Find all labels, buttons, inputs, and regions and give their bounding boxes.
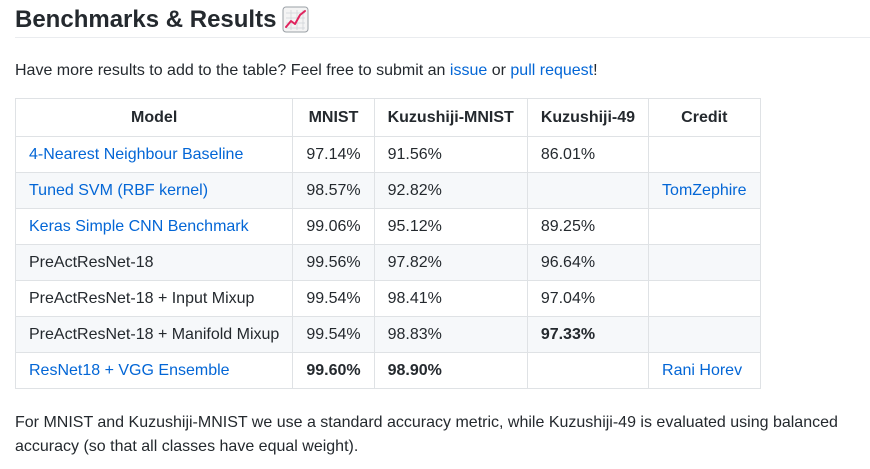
kmnist-cell-best: 98.90% — [373, 352, 528, 389]
k49-cell: 86.01% — [526, 136, 650, 173]
header-kmnist: Kuzushiji-MNIST — [373, 98, 528, 137]
credit-cell — [648, 136, 761, 173]
kmnist-cell: 95.12% — [373, 208, 528, 245]
model-cell: PreActResNet-18 — [14, 244, 294, 281]
k49-cell: 97.04% — [526, 280, 650, 317]
mnist-cell: 99.06% — [292, 208, 375, 245]
section-title: Benchmarks & Results — [15, 5, 277, 33]
table-row: PreActResNet-18 + Manifold Mixup 99.54% … — [14, 316, 761, 353]
table-row: PreActResNet-18 + Input Mixup 99.54% 98.… — [14, 280, 761, 317]
model-cell: PreActResNet-18 + Input Mixup — [14, 280, 294, 317]
metric-note: For MNIST and Kuzushiji-MNIST we use a s… — [15, 414, 838, 455]
kmnist-cell: 92.82% — [373, 172, 528, 209]
model-cell: Tuned SVM (RBF kernel) — [14, 172, 294, 209]
model-cell: 4-Nearest Neighbour Baseline — [14, 136, 294, 173]
mnist-cell-best: 99.60% — [292, 352, 375, 389]
kmnist-cell: 98.83% — [373, 316, 528, 353]
credit-link[interactable]: Rani Horev — [662, 361, 743, 379]
pull-request-link[interactable]: pull request — [510, 62, 594, 79]
header-credit: Credit — [648, 98, 761, 137]
mnist-cell: 99.54% — [292, 316, 375, 353]
kmnist-cell: 91.56% — [373, 136, 528, 173]
mnist-cell: 98.57% — [292, 172, 375, 209]
mnist-cell: 99.56% — [292, 244, 375, 281]
credit-cell — [648, 244, 761, 281]
header-model: Model — [14, 98, 294, 137]
table-row: Tuned SVM (RBF kernel) 98.57% 92.82% Tom… — [14, 172, 761, 209]
credit-link[interactable]: TomZephire — [662, 181, 747, 199]
k49-cell: 89.25% — [526, 208, 650, 245]
k49-cell — [526, 352, 650, 389]
kmnist-cell: 98.41% — [373, 280, 528, 317]
header-k49: Kuzushiji-49 — [526, 98, 650, 137]
intro-paragraph: Have more results to add to the table? F… — [15, 59, 598, 83]
results-table: Model MNIST Kuzushiji-MNIST Kuzushiji-49… — [14, 98, 761, 389]
intro-text-before: Have more results to add to the table? F… — [15, 62, 450, 79]
credit-cell: TomZephire — [648, 172, 761, 209]
k49-cell: 96.64% — [526, 244, 650, 281]
model-cell: PreActResNet-18 + Manifold Mixup — [14, 316, 294, 353]
mnist-cell: 99.54% — [292, 280, 375, 317]
model-link[interactable]: Tuned SVM (RBF kernel) — [29, 181, 209, 199]
k49-cell-best: 97.33% — [526, 316, 650, 353]
chart-increasing-icon — [282, 6, 309, 33]
credit-cell: Rani Horev — [648, 352, 761, 389]
intro-text-middle: or — [487, 62, 511, 79]
table-row: ResNet18 + VGG Ensemble 99.60% 98.90% Ra… — [14, 352, 761, 389]
model-link[interactable]: ResNet18 + VGG Ensemble — [29, 361, 230, 379]
credit-cell — [648, 280, 761, 317]
intro-text-after: ! — [593, 62, 598, 79]
table-row: PreActResNet-18 99.56% 97.82% 96.64% — [14, 244, 761, 281]
section-heading: Benchmarks & Results — [15, 0, 870, 38]
header-mnist: MNIST — [292, 98, 375, 137]
model-cell: Keras Simple CNN Benchmark — [14, 208, 294, 245]
model-cell: ResNet18 + VGG Ensemble — [14, 352, 294, 389]
model-link[interactable]: 4-Nearest Neighbour Baseline — [29, 145, 244, 163]
model-link[interactable]: Keras Simple CNN Benchmark — [29, 217, 249, 235]
table-row: 4-Nearest Neighbour Baseline 97.14% 91.5… — [14, 136, 761, 173]
table-row: Keras Simple CNN Benchmark 99.06% 95.12%… — [14, 208, 761, 245]
issue-link[interactable]: issue — [449, 62, 488, 79]
kmnist-cell: 97.82% — [373, 244, 528, 281]
credit-cell — [648, 316, 761, 353]
k49-cell — [526, 172, 650, 209]
readme-section: Benchmarks & Results Have more results t… — [14, 0, 870, 455]
table-header-row: Model MNIST Kuzushiji-MNIST Kuzushiji-49… — [14, 98, 761, 137]
credit-cell — [648, 208, 761, 245]
mnist-cell: 97.14% — [292, 136, 375, 173]
